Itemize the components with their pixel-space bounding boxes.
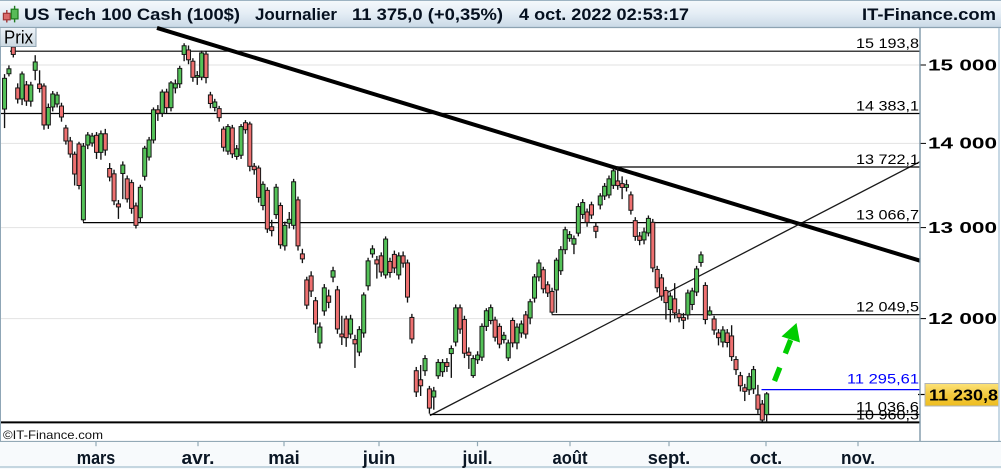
svg-text:13 722,1: 13 722,1 <box>856 151 919 167</box>
svg-text:©IT-Finance.com: ©IT-Finance.com <box>3 428 103 442</box>
svg-text:mars: mars <box>77 448 116 468</box>
svg-text:Prix: Prix <box>4 28 33 48</box>
svg-text:oct.: oct. <box>750 448 783 468</box>
svg-text:US Tech 100 Cash (100$): US Tech 100 Cash (100$) <box>24 6 240 24</box>
svg-text:sept.: sept. <box>648 448 691 468</box>
svg-text:nov.: nov. <box>841 448 875 468</box>
svg-text:15 000: 15 000 <box>928 57 997 74</box>
svg-text:juil.: juil. <box>462 448 493 468</box>
svg-text:IT-Finance.com: IT-Finance.com <box>862 6 996 24</box>
svg-text:14 000: 14 000 <box>928 136 997 153</box>
svg-text:4 oct. 2022 02:53:17: 4 oct. 2022 02:53:17 <box>519 6 689 24</box>
svg-text:juin: juin <box>362 448 396 468</box>
svg-text:11 230,8: 11 230,8 <box>929 388 998 405</box>
svg-text:14 383,1: 14 383,1 <box>856 98 919 114</box>
svg-text:10 960,3: 10 960,3 <box>856 406 919 422</box>
svg-text:15 193,8: 15 193,8 <box>856 35 919 51</box>
svg-text:13 000: 13 000 <box>928 220 997 237</box>
svg-text:12 000: 12 000 <box>928 311 997 328</box>
svg-text:13 066,7: 13 066,7 <box>856 207 919 223</box>
svg-text:11 375,0 (+0,35%): 11 375,0 (+0,35%) <box>352 6 503 24</box>
svg-text:11 036,6: 11 036,6 <box>856 399 919 415</box>
svg-text:août: août <box>553 448 588 468</box>
svg-text:mai: mai <box>268 448 300 468</box>
svg-text:11 295,61: 11 295,61 <box>847 370 919 386</box>
svg-text:Journalier: Journalier <box>255 6 338 24</box>
svg-text:12 049,5: 12 049,5 <box>856 299 919 315</box>
svg-text:avr.: avr. <box>182 448 215 468</box>
